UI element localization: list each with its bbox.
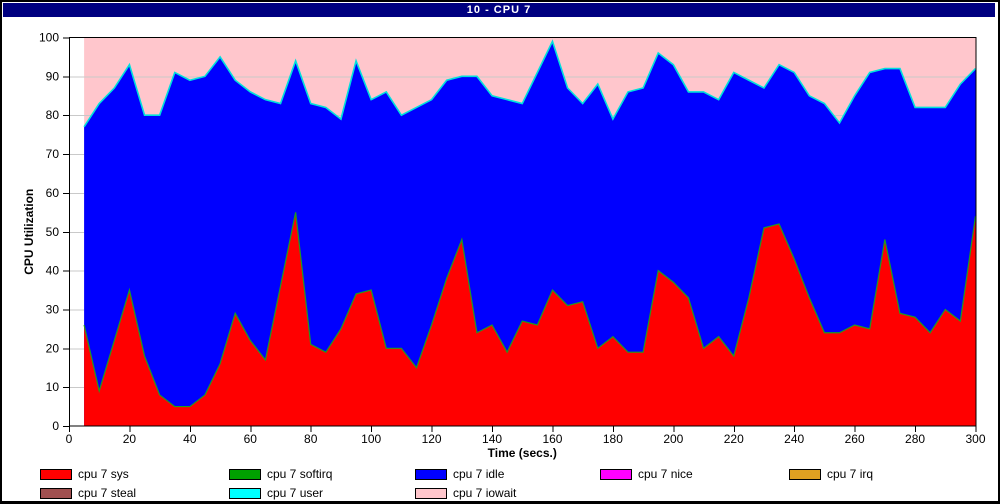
x-tick-label: 0 (66, 432, 73, 446)
legend-item-cpu-7-nice: cpu 7 nice (600, 468, 693, 480)
x-axis-title: Time (secs.) (488, 446, 557, 460)
legend-item-cpu-7-steal: cpu 7 steal (40, 487, 136, 499)
legend-item-cpu-7-user: cpu 7 user (229, 487, 323, 499)
legend-swatch (415, 487, 447, 499)
legend-label: cpu 7 sys (78, 467, 129, 481)
y-tick-label: 50 (46, 225, 60, 239)
legend-item-cpu-7-idle: cpu 7 idle (415, 468, 504, 480)
x-tick-label: 100 (361, 432, 381, 446)
x-tick-label: 140 (482, 432, 502, 446)
x-tick-label: 300 (965, 432, 985, 446)
legend-item-cpu-7-irq: cpu 7 irq (789, 468, 873, 480)
y-tick-label: 20 (46, 341, 60, 355)
x-tick-label: 40 (183, 432, 197, 446)
legend-label: cpu 7 idle (453, 467, 505, 481)
legend-swatch (789, 468, 821, 480)
x-tick-label: 20 (123, 432, 137, 446)
legend-label: cpu 7 nice (638, 467, 693, 481)
y-tick-label: 10 (46, 380, 60, 394)
legend-swatch (415, 468, 447, 480)
legend-swatch (40, 468, 72, 480)
legend-swatch (229, 487, 261, 499)
y-tick-label: 40 (46, 264, 60, 278)
x-tick-label: 180 (603, 432, 623, 446)
x-tick-label: 220 (724, 432, 744, 446)
legend-item-cpu-7-iowait: cpu 7 iowait (415, 487, 516, 499)
y-tick-label: 0 (52, 419, 59, 433)
y-tick-label: 70 (46, 147, 60, 161)
x-tick-label: 60 (244, 432, 258, 446)
x-tick-label: 240 (784, 432, 804, 446)
y-tick-label: 30 (46, 302, 60, 316)
legend-swatch (600, 468, 632, 480)
window-titlebar: 10 - CPU 7 (3, 3, 995, 17)
legend-item-cpu-7-softirq: cpu 7 softirq (229, 468, 332, 480)
legend-label: cpu 7 steal (78, 486, 137, 500)
legend-swatch (40, 487, 72, 499)
x-tick-label: 260 (845, 432, 865, 446)
x-tick-label: 280 (905, 432, 925, 446)
legend-item-cpu-7-sys: cpu 7 sys (40, 468, 129, 480)
y-tick-label: 90 (46, 69, 60, 83)
x-tick-label: 160 (542, 432, 562, 446)
idle-top-edge (83, 39, 977, 128)
y-tick-label: 80 (46, 108, 60, 122)
y-axis-title: CPU Utilization (22, 189, 36, 275)
sys-top-edge (83, 212, 977, 408)
legend-swatch (229, 468, 261, 480)
legend-label: cpu 7 softirq (267, 467, 333, 481)
x-tick-label: 200 (663, 432, 683, 446)
legend-label: cpu 7 iowait (453, 486, 517, 500)
legend-label: cpu 7 irq (827, 467, 874, 481)
y-tick-label: 100 (39, 31, 59, 45)
x-tick-label: 120 (422, 432, 442, 446)
legend-label: cpu 7 user (267, 486, 324, 500)
window-title: 10 - CPU 7 (466, 4, 532, 16)
sys-area (84, 212, 976, 426)
x-tick-label: 80 (304, 432, 318, 446)
y-tick-label: 60 (46, 186, 60, 200)
